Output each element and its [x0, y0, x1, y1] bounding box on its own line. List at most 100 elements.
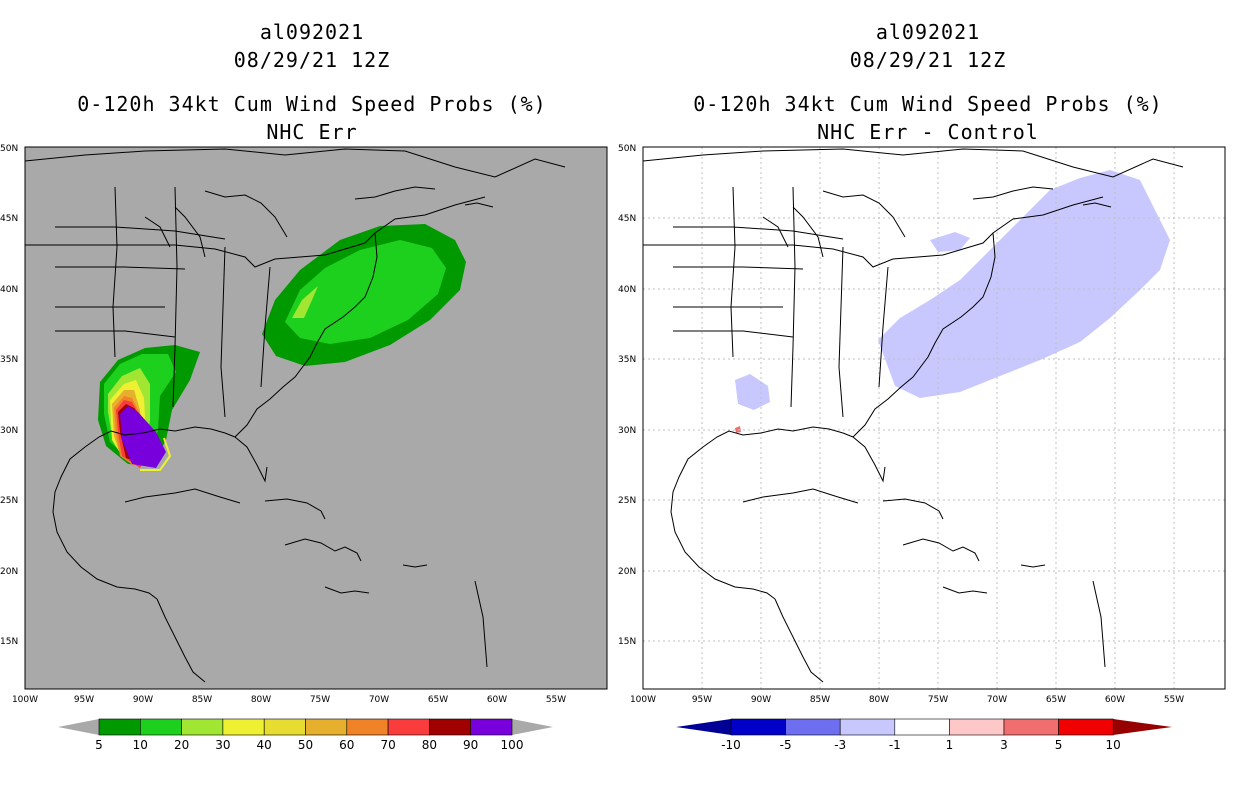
left-colorbar-label: 30 — [215, 738, 230, 752]
left-colorbar-label: 10 — [133, 738, 148, 752]
left-colorbar-label: 40 — [257, 738, 272, 752]
left-lat-label: 40N — [0, 285, 18, 295]
left-lat-label: 35N — [0, 355, 18, 365]
left-colorbar-cell — [263, 718, 306, 736]
left-lat-label: 45N — [0, 214, 18, 224]
left-lon-label: 60W — [487, 695, 507, 705]
right-lon-label: 55W — [1164, 695, 1184, 705]
left-colorbar-cell — [305, 718, 348, 736]
right-lat-label: 50N — [618, 144, 636, 154]
right-colorbar-label: 5 — [1055, 738, 1063, 752]
left-colorbar-cell — [470, 718, 513, 736]
left-lon-label: 95W — [74, 695, 94, 705]
left-colorbar-label: 5 — [95, 738, 103, 752]
left-colorbar-label: 70 — [380, 738, 395, 752]
right-colorbar-cell — [949, 718, 1005, 736]
right-colorbar-labels: -10 -5 -3 -1 1 3 5 10 — [721, 738, 1121, 752]
right-colorbar-cells — [730, 718, 1114, 736]
right-lon-label: 85W — [810, 695, 830, 705]
left-title: 0-120h 34kt Cum Wind Speed Probs (%) — [77, 92, 547, 116]
left-colorbar-label: 60 — [339, 738, 354, 752]
right-lat-label: 20N — [618, 567, 636, 577]
right-colorbar-label: -1 — [889, 738, 901, 752]
left-map: 50N 45N 40N 35N 30N 25N 20N 15N 100W 95W… — [0, 144, 608, 752]
left-colorbar-cell — [346, 718, 389, 736]
left-colorbar-cell — [429, 718, 471, 736]
left-colorbar-cell — [140, 718, 182, 736]
right-colorbar-cell — [730, 718, 786, 736]
left-colorbar-label: 80 — [422, 738, 437, 752]
right-colorbar-extend-low — [676, 719, 731, 735]
left-prob-swath-northeast — [262, 224, 466, 366]
left-lon-axis: 100W 95W 90W 85W 80W 75W 70W 65W 60W 55W — [12, 695, 566, 705]
right-lat-label: 45N — [618, 214, 636, 224]
right-lat-label: 40N — [618, 285, 636, 295]
right-map-frame — [642, 146, 1226, 690]
left-colorbar-cell — [387, 718, 430, 736]
left-lat-label: 25N — [0, 496, 18, 506]
right-colorbar-extend-high — [1113, 719, 1172, 735]
right-title: 0-120h 34kt Cum Wind Speed Probs (%) — [693, 92, 1163, 116]
right-lat-label: 15N — [618, 637, 636, 647]
right-map: 50N 45N 40N 35N 30N 25N 20N 15N 100W 95W… — [618, 144, 1226, 752]
right-storm-id: al092021 — [875, 20, 981, 44]
left-subtitle: NHC Err — [266, 120, 358, 144]
left-lat-label: 50N — [0, 144, 18, 154]
left-lon-label: 55W — [546, 695, 566, 705]
left-colorbar-extend-low — [58, 719, 99, 735]
left-lon-label: 80W — [251, 695, 271, 705]
right-colorbar-label: 10 — [1106, 738, 1121, 752]
left-colorbar-extend-high — [512, 719, 553, 735]
right-colorbar-label: -3 — [834, 738, 846, 752]
right-colorbar-label: -10 — [721, 738, 741, 752]
right-lat-axis: 50N 45N 40N 35N 30N 25N 20N 15N — [618, 144, 636, 647]
right-colorbar-label: -5 — [780, 738, 792, 752]
right-lon-label: 80W — [869, 695, 889, 705]
left-lat-label: 20N — [0, 567, 18, 577]
left-lon-label: 70W — [369, 695, 389, 705]
left-lon-label: 75W — [310, 695, 330, 705]
left-colorbar-labels: 5 10 20 30 40 50 60 70 80 90 100 — [95, 738, 523, 752]
right-subtitle: NHC Err - Control — [817, 120, 1039, 144]
left-lat-axis: 50N 45N 40N 35N 30N 25N 20N 15N — [0, 144, 18, 647]
left-datetime: 08/29/21 12Z — [233, 48, 391, 72]
right-lon-label: 75W — [928, 695, 948, 705]
right-colorbar-label: 1 — [946, 738, 954, 752]
right-colorbar-cell — [894, 718, 950, 736]
right-lon-label: 60W — [1105, 695, 1125, 705]
right-lon-label: 65W — [1046, 695, 1066, 705]
left-lon-label: 90W — [133, 695, 153, 705]
left-colorbar-cell — [181, 718, 224, 736]
left-colorbar-cells — [98, 718, 513, 736]
left-colorbar-cell — [98, 718, 141, 736]
right-colorbar-cell — [785, 718, 841, 736]
right-lon-label: 100W — [630, 695, 656, 705]
left-storm-id: al092021 — [259, 20, 365, 44]
left-colorbar-cell — [222, 718, 265, 736]
right-colorbar-cell — [1058, 718, 1114, 736]
right-lon-label: 70W — [987, 695, 1007, 705]
right-lat-label: 30N — [618, 426, 636, 436]
right-lon-axis: 100W 95W 90W 85W 80W 75W 70W 65W 60W 55W — [630, 695, 1184, 705]
right-colorbar: -10 -5 -3 -1 1 3 5 10 — [676, 718, 1172, 752]
right-lat-label: 35N — [618, 355, 636, 365]
right-datetime: 08/29/21 12Z — [849, 48, 1007, 72]
left-lat-label: 30N — [0, 426, 18, 436]
left-colorbar: 5 10 20 30 40 50 60 70 80 90 100 — [58, 718, 553, 752]
left-lat-label: 15N — [0, 637, 18, 647]
left-colorbar-label: 100 — [501, 738, 524, 752]
right-lon-label: 95W — [692, 695, 712, 705]
right-colorbar-label: 3 — [1000, 738, 1008, 752]
left-lon-label: 100W — [12, 695, 38, 705]
left-lon-label: 65W — [428, 695, 448, 705]
left-map-frame — [24, 146, 608, 690]
right-lat-label: 25N — [618, 496, 636, 506]
right-colorbar-cell — [839, 718, 896, 736]
left-lon-label: 85W — [192, 695, 212, 705]
left-colorbar-label: 90 — [463, 738, 478, 752]
left-colorbar-label: 50 — [298, 738, 313, 752]
left-colorbar-label: 20 — [174, 738, 189, 752]
right-lon-label: 90W — [751, 695, 771, 705]
right-colorbar-cell — [1003, 718, 1059, 736]
